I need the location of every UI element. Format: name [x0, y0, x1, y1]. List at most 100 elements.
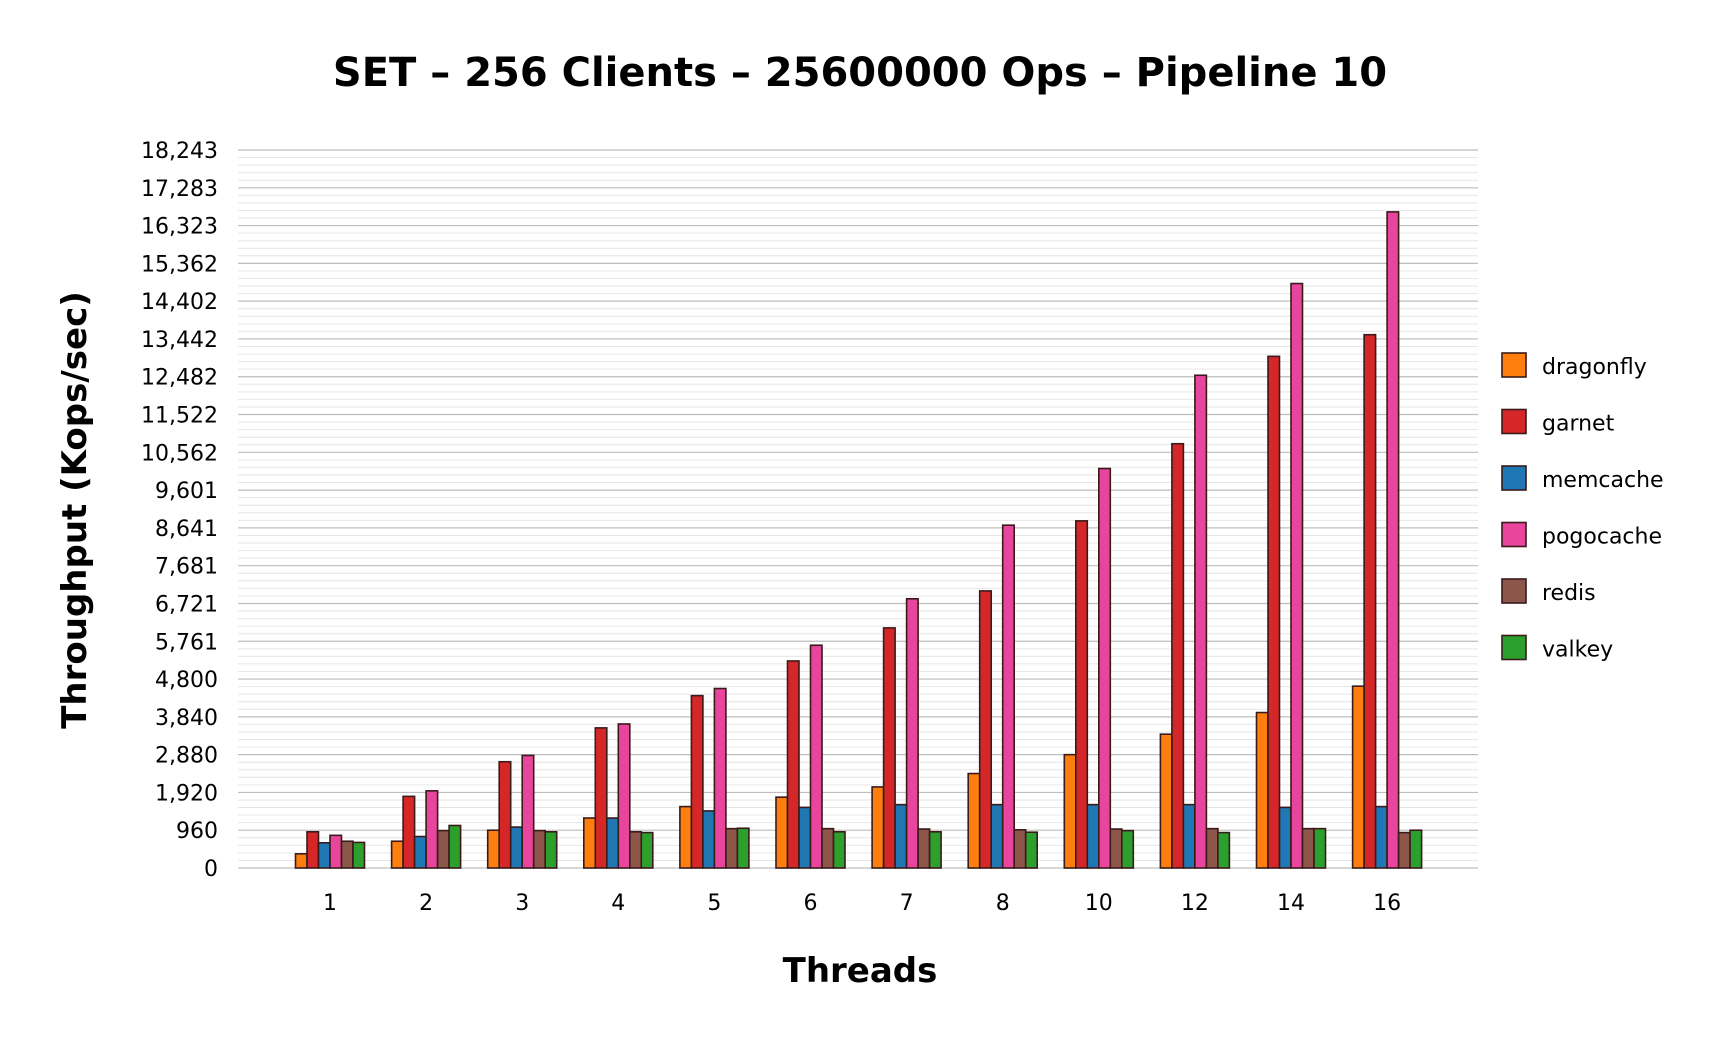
x-tick-label: 8 — [996, 891, 1010, 916]
y-tick-label: 3,840 — [155, 706, 218, 731]
bar-valkey-7 — [928, 830, 942, 869]
bar-memcache-2 — [413, 835, 427, 869]
legend-label-valkey: valkey — [1542, 638, 1613, 663]
bar-redis-6 — [821, 827, 835, 869]
bar-valkey-5 — [736, 827, 750, 869]
y-tick-label: 18,243 — [141, 139, 218, 164]
bar-dragonfly-1 — [294, 853, 308, 869]
bar-dragonfly-10 — [1063, 753, 1077, 869]
y-tick-label: 15,362 — [141, 252, 218, 277]
legend-swatch-dragonfly — [1501, 352, 1527, 378]
x-axis-label: Threads — [783, 951, 938, 991]
y-tick-label: 17,283 — [141, 177, 218, 202]
bar-memcache-1 — [317, 842, 331, 869]
bar-redis-7 — [917, 828, 931, 869]
bar-redis-2 — [436, 829, 450, 869]
legend-swatch-valkey — [1501, 634, 1527, 661]
x-tick-label: 14 — [1277, 891, 1305, 916]
bar-garnet-16 — [1363, 333, 1377, 869]
legend-label-garnet: garnet — [1542, 412, 1615, 437]
bar-pogocache-4 — [617, 723, 631, 869]
bar-valkey-10 — [1121, 829, 1135, 869]
y-tick-label: 5,761 — [155, 630, 218, 655]
y-axis-ticks: 0 960 1,920 2,880 3,840 4,800 5,761 6,721 7,681 8… — [141, 139, 218, 882]
bar-valkey-12 — [1217, 831, 1231, 869]
bar-redis-3 — [532, 829, 547, 869]
x-tick-label: 1 — [323, 891, 337, 916]
y-tick-label: 8,641 — [155, 517, 218, 542]
bar-pogocache-1 — [329, 834, 343, 869]
x-tick-label: 5 — [707, 891, 721, 916]
y-tick-label: 4,800 — [155, 668, 218, 693]
bar-pogocache-10 — [1098, 467, 1112, 869]
bar-valkey-16 — [1409, 829, 1423, 869]
bar-memcache-4 — [605, 817, 620, 869]
bar-valkey-6 — [832, 830, 846, 869]
bar-memcache-10 — [1086, 803, 1100, 869]
y-tick-label: 2,880 — [155, 744, 218, 769]
bar-redis-14 — [1301, 827, 1315, 869]
bar-garnet-5 — [690, 694, 704, 869]
legend-label-pogocache: pogocache — [1542, 525, 1662, 550]
bar-memcache-12 — [1182, 803, 1196, 869]
x-tick-label: 16 — [1373, 891, 1401, 916]
x-tick-label: 7 — [900, 891, 914, 916]
y-axis-label: Throughput (Kops/sec) — [55, 291, 95, 729]
y-tick-label: 7,681 — [155, 555, 218, 580]
bar-memcache-5 — [702, 810, 716, 869]
bar-memcache-8 — [990, 803, 1004, 869]
x-tick-label: 12 — [1181, 891, 1209, 916]
bar-pogocache-2 — [425, 790, 439, 869]
bar-pogocache-14 — [1290, 282, 1304, 869]
bar-redis-5 — [725, 827, 739, 869]
bar-dragonfly-8 — [967, 772, 981, 869]
legend-swatch-garnet — [1501, 408, 1527, 435]
bar-redis-1 — [340, 840, 354, 869]
y-tick-label: 11,522 — [141, 404, 218, 429]
bar-garnet-12 — [1171, 442, 1185, 869]
bar-dragonfly-16 — [1351, 685, 1365, 869]
bar-garnet-8 — [978, 590, 993, 869]
bar-pogocache-8 — [1001, 524, 1016, 869]
bar-garnet-6 — [786, 660, 800, 869]
bar-redis-10 — [1109, 828, 1123, 869]
bar-garnet-7 — [882, 627, 896, 869]
y-tick-label: 960 — [176, 819, 218, 844]
bar-garnet-1 — [306, 830, 320, 869]
y-tick-label: 12,482 — [141, 366, 218, 391]
legend-label-memcache: memcache — [1542, 468, 1664, 493]
bar-dragonfly-4 — [582, 817, 597, 869]
legend-label-redis: redis — [1542, 581, 1596, 606]
y-tick-label: 9,601 — [155, 479, 218, 504]
y-tick-label: 16,323 — [141, 215, 218, 240]
bar-garnet-14 — [1267, 355, 1281, 869]
x-axis-ticks: 1 2 3 4 5 6 7 8 10 12 14 16 — [323, 891, 1401, 916]
bar-redis-12 — [1205, 827, 1219, 869]
bar-pogocache-5 — [713, 687, 727, 869]
y-tick-label: 13,442 — [141, 328, 218, 353]
legend-swatch-memcache — [1501, 465, 1527, 491]
bar-redis-16 — [1397, 831, 1411, 869]
bar-valkey-3 — [544, 830, 558, 869]
bar-dragonfly-12 — [1159, 733, 1173, 869]
bar-dragonfly-14 — [1255, 711, 1269, 869]
y-tick-label: 14,402 — [141, 290, 218, 315]
bar-redis-8 — [1013, 829, 1027, 869]
y-tick-label: 0 — [204, 857, 218, 882]
bar-memcache-14 — [1278, 806, 1292, 869]
y-tick-label: 1,920 — [155, 781, 218, 806]
bar-memcache-6 — [798, 806, 812, 869]
legend-swatch-pogocache — [1501, 521, 1527, 548]
bar-garnet-2 — [402, 795, 416, 869]
bar-valkey-8 — [1024, 831, 1038, 869]
bar-pogocache-6 — [809, 644, 823, 869]
y-tick-label: 10,562 — [141, 441, 218, 466]
bar-pogocache-16 — [1386, 211, 1400, 869]
bar-dragonfly-3 — [486, 829, 501, 869]
bar-dragonfly-5 — [679, 805, 693, 869]
bar-dragonfly-7 — [871, 786, 885, 869]
chart-title: SET – 256 Clients – 25600000 Ops – Pipel… — [333, 50, 1387, 96]
bar-garnet-3 — [498, 760, 512, 869]
legend-swatch-redis — [1501, 578, 1527, 604]
bar-pogocache-12 — [1194, 374, 1208, 869]
